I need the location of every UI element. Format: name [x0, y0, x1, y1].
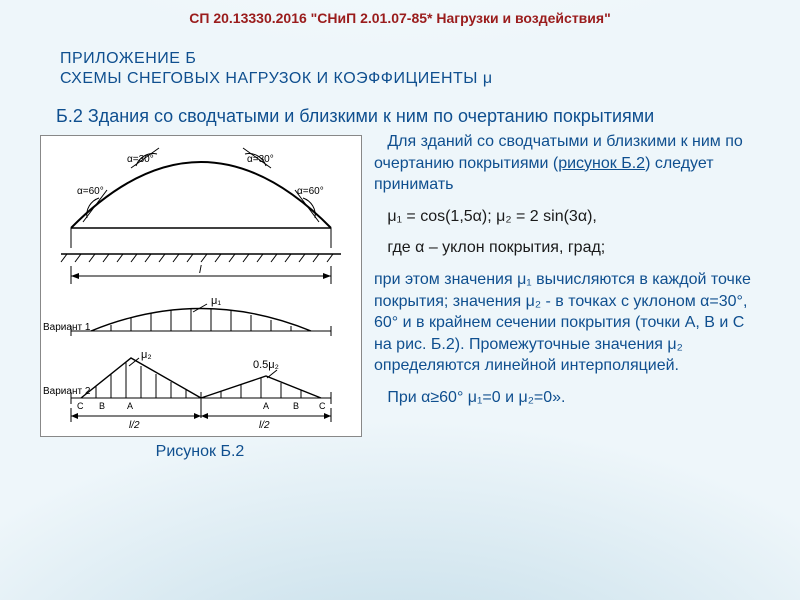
svg-text:C: C [319, 401, 326, 411]
body-paragraph-2: При α≥60° μ₁=0 и μ₂=0». [374, 387, 762, 409]
svg-text:l/2: l/2 [259, 420, 270, 431]
document-title: СП 20.13330.2016 "СНиП 2.01.07-85* Нагру… [0, 0, 800, 26]
body-2-text: При α≥60° μ₁=0 и μ₂=0». [387, 389, 565, 406]
svg-text:B: B [293, 401, 299, 411]
svg-text:α=30°: α=30° [247, 154, 274, 165]
formula: μ₁ = cos(1,5α); μ₂ = 2 sin(3α), [374, 206, 762, 228]
content-row: α=30° α=30° α=60° α=60° [0, 131, 800, 461]
figure-column: α=30° α=30° α=60° α=60° [30, 131, 370, 461]
where-line: где α – уклон покрытия, град; [374, 237, 762, 259]
formula-text: μ₁ = cos(1,5α); μ₂ = 2 sin(3α), [387, 208, 597, 225]
figure-caption: Рисунок Б.2 [30, 443, 370, 461]
svg-text:A: A [127, 401, 133, 411]
svg-text:l: l [199, 264, 202, 276]
intro-paragraph: Для зданий со сводчатыми и близкими к ни… [374, 131, 762, 196]
appendix-label: ПРИЛОЖЕНИЕ Б [60, 50, 800, 68]
svg-text:Вариант 2: Вариант 2 [43, 386, 91, 397]
svg-text:0.5μ₂: 0.5μ₂ [253, 359, 279, 371]
svg-text:Вариант 1: Вариант 1 [43, 322, 91, 333]
body-paragraph-1: при этом значения μ₁ вычисляются в каждо… [374, 269, 762, 377]
figure-link[interactable]: рисунок Б.2 [558, 155, 645, 172]
svg-text:α=60°: α=60° [77, 186, 104, 197]
svg-text:μ₁: μ₁ [211, 295, 221, 307]
where-text: где α – уклон покрытия, град; [387, 239, 605, 256]
svg-text:C: C [77, 401, 84, 411]
svg-text:B: B [99, 401, 105, 411]
section-title: Б.2 Здания со сводчатыми и близкими к ни… [56, 106, 760, 127]
svg-text:α=60°: α=60° [297, 186, 324, 197]
svg-text:μ₂: μ₂ [141, 349, 152, 361]
svg-text:l/2: l/2 [129, 420, 140, 431]
appendix-subtitle: СХЕМЫ СНЕГОВЫХ НАГРУЗОК И КОЭФФИЦИЕНТЫ μ [60, 70, 800, 88]
figure-box: α=30° α=30° α=60° α=60° [40, 135, 362, 437]
figure-svg: α=30° α=30° α=60° α=60° [41, 136, 361, 436]
svg-text:A: A [263, 401, 269, 411]
svg-text:α=30°: α=30° [127, 154, 154, 165]
text-column: Для зданий со сводчатыми и близкими к ни… [370, 131, 770, 419]
